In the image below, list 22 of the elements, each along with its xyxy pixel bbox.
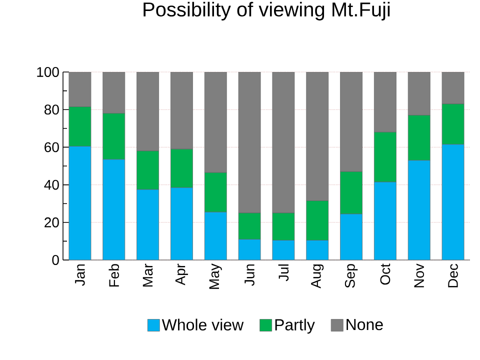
x-tick-label: May xyxy=(209,264,222,289)
legend-label: None xyxy=(346,319,383,330)
y-tick-label: 100 xyxy=(37,67,59,77)
legend-label: Partly xyxy=(275,318,315,334)
x-tick-label: Dec xyxy=(448,264,458,288)
y-tick-label: 40 xyxy=(44,180,59,190)
x-tick-label: Mar xyxy=(142,264,153,286)
x-tick-label: Jan xyxy=(75,264,85,286)
x-tick-label: Apr xyxy=(175,264,188,286)
y-tick-label: 60 xyxy=(44,142,59,152)
x-tick-label: Aug xyxy=(311,264,324,288)
x-tick-label: Sep xyxy=(344,264,358,288)
x-tick-label: Oct xyxy=(380,264,390,285)
x-tick-label: Jun xyxy=(244,264,254,286)
x-tick-label: Nov xyxy=(414,264,424,288)
legend-label: Whole view xyxy=(162,318,244,330)
x-tick-label: Jul xyxy=(278,264,289,282)
y-tick-label: 80 xyxy=(44,104,59,115)
y-tick-label: 0 xyxy=(52,255,59,265)
y-tick-label: 20 xyxy=(44,217,59,228)
chart-title: Possibility of viewing Mt.Fuji xyxy=(144,2,390,20)
x-tick-label: Feb xyxy=(108,264,120,287)
